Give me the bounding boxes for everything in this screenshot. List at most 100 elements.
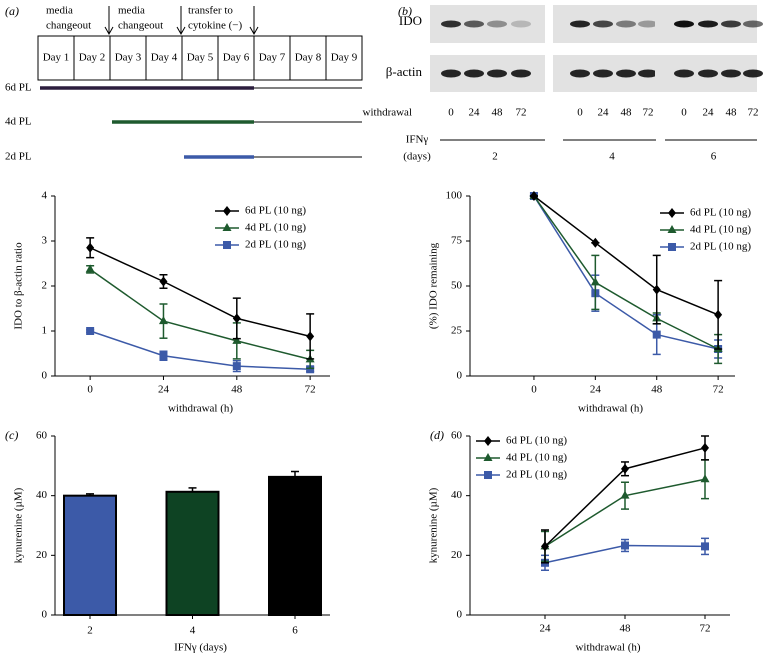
x-tick-label: 4 <box>190 625 196 637</box>
x-axis-label: withdrawal (h) <box>575 642 640 654</box>
marker <box>484 436 492 446</box>
legend-label: 4d PL (10 ng) <box>506 452 567 464</box>
day-label: Day 1 <box>43 52 70 64</box>
x-tick-label: 48 <box>651 384 663 396</box>
legend-label: 6d PL (10 ng) <box>245 205 306 217</box>
marker <box>232 313 241 324</box>
lane-label: 72 <box>643 107 654 119</box>
group-label: 2 <box>492 151 498 163</box>
y-tick-label: 0 <box>457 370 463 382</box>
marker <box>701 442 709 453</box>
lane-label: 72 <box>748 107 759 119</box>
band <box>593 20 613 28</box>
band <box>638 20 658 28</box>
legend-label: 2d PL (10 ng) <box>690 241 751 253</box>
x-tick-label: 6 <box>292 625 298 637</box>
group-label: 6 <box>711 151 717 163</box>
lane-label: 48 <box>726 107 738 119</box>
band <box>570 69 590 78</box>
x-tick-label: 72 <box>700 623 711 635</box>
arrow-head <box>249 26 259 36</box>
y-tick-label: 1 <box>42 325 48 337</box>
day-label: Day 2 <box>79 52 106 64</box>
annotation: cytokine (−) <box>188 20 242 32</box>
band <box>511 20 531 28</box>
ifn-label: IFNγ <box>406 134 429 146</box>
y-tick-label: 0 <box>42 370 48 382</box>
band <box>464 20 484 28</box>
legend-label: 4d PL (10 ng) <box>245 222 306 234</box>
marker <box>620 490 630 499</box>
lane-label: 24 <box>469 107 481 119</box>
arrow-head <box>176 26 186 36</box>
y-tick-label: 0 <box>42 609 48 621</box>
series-line <box>533 195 719 350</box>
blot-row-label: IDO <box>399 13 422 28</box>
panel-label: (d) <box>430 428 444 442</box>
panel-label: (c) <box>5 428 18 442</box>
x-tick-label: 24 <box>158 384 170 396</box>
day-label: Day 9 <box>331 52 358 64</box>
y-axis-label: kynurenine (µM) <box>428 487 440 563</box>
marker <box>652 330 661 339</box>
marker <box>222 223 232 231</box>
y-axis-label: kynurenine (µM) <box>13 487 25 563</box>
lane-label: 24 <box>598 107 610 119</box>
marker <box>232 335 242 344</box>
y-tick-label: 100 <box>446 190 463 202</box>
marker <box>667 225 677 233</box>
x-tick-label: 0 <box>531 384 537 396</box>
marker <box>621 541 629 550</box>
marker <box>159 276 168 287</box>
arrow-head <box>104 26 114 36</box>
x-tick-label: 0 <box>87 384 93 396</box>
marker <box>591 237 600 248</box>
row-label: 6d PL <box>5 82 32 94</box>
day-label: Day 6 <box>223 52 250 64</box>
marker <box>621 463 629 474</box>
marker <box>652 284 661 295</box>
x-axis-label: withdrawal (h) <box>578 403 643 415</box>
y-tick-label: 2 <box>42 280 48 292</box>
series-line <box>89 268 311 361</box>
x-tick-label: 72 <box>713 384 724 396</box>
series-line <box>89 330 311 370</box>
day-label: Day 3 <box>115 52 142 64</box>
y-tick-label: 40 <box>451 489 463 501</box>
band <box>743 69 763 78</box>
marker <box>232 362 241 371</box>
marker <box>541 541 549 552</box>
legend-label: 6d PL (10 ng) <box>690 207 751 219</box>
band <box>593 69 613 78</box>
y-axis-label: IDO to β-actin ratio <box>13 242 25 330</box>
series-line <box>89 247 311 338</box>
band <box>721 69 741 78</box>
x-tick-label: 2 <box>87 625 93 637</box>
y-tick-label: 0 <box>457 609 463 621</box>
band <box>511 69 531 78</box>
series-line <box>533 195 719 350</box>
y-axis-label: (%) IDO remaining <box>428 242 440 329</box>
x-tick-label: 24 <box>590 384 602 396</box>
y-tick-label: 40 <box>36 489 48 501</box>
band <box>570 20 590 28</box>
panel-label: (b) <box>398 4 412 18</box>
annotation: changeout <box>46 20 91 32</box>
x-tick-label: 48 <box>620 623 632 635</box>
marker <box>223 206 231 216</box>
legend-label: 2d PL (10 ng) <box>245 239 306 251</box>
lane-label: 48 <box>621 107 633 119</box>
marker <box>223 241 231 249</box>
marker <box>668 208 676 218</box>
x-axis-label: withdrawal (h) <box>168 403 233 415</box>
marker <box>306 365 315 374</box>
annotation: transfer to <box>188 5 233 17</box>
day-box <box>325 35 363 81</box>
band <box>441 69 461 78</box>
annotation: media <box>46 5 73 17</box>
annotation: media <box>118 5 145 17</box>
day-label: Day 5 <box>187 52 214 64</box>
legend-label: 4d PL (10 ng) <box>690 224 751 236</box>
x-tick-label: 72 <box>305 384 316 396</box>
